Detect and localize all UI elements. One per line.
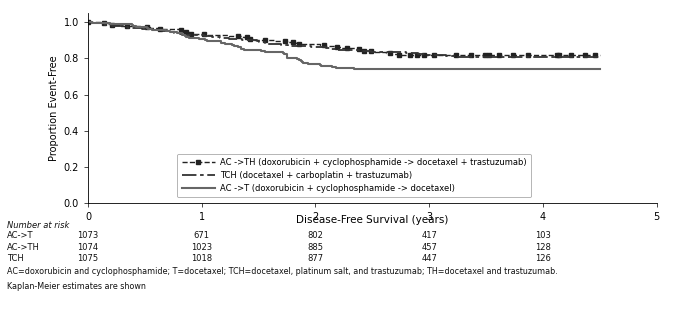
Text: 126: 126 bbox=[535, 254, 551, 263]
Text: 885: 885 bbox=[307, 243, 324, 252]
Text: 1018: 1018 bbox=[191, 254, 213, 263]
Text: 128: 128 bbox=[535, 243, 551, 252]
Text: 1073: 1073 bbox=[77, 231, 99, 240]
Text: 1075: 1075 bbox=[77, 254, 99, 263]
Text: 1074: 1074 bbox=[77, 243, 99, 252]
Text: AC->TH: AC->TH bbox=[7, 243, 40, 252]
Text: Number at risk: Number at risk bbox=[7, 221, 69, 230]
Text: 877: 877 bbox=[307, 254, 324, 263]
Text: 1023: 1023 bbox=[191, 243, 213, 252]
Text: Disease-Free Survival (years): Disease-Free Survival (years) bbox=[296, 215, 449, 225]
Text: Kaplan-Meier estimates are shown: Kaplan-Meier estimates are shown bbox=[7, 282, 146, 291]
Text: 802: 802 bbox=[307, 231, 324, 240]
Text: AC=doxorubicin and cyclophosphamide; T=docetaxel; TCH=docetaxel, platinum salt, : AC=doxorubicin and cyclophosphamide; T=d… bbox=[7, 267, 558, 276]
Text: 417: 417 bbox=[421, 231, 437, 240]
Text: 447: 447 bbox=[421, 254, 437, 263]
Text: TCH: TCH bbox=[7, 254, 24, 263]
Text: 457: 457 bbox=[421, 243, 437, 252]
Text: 671: 671 bbox=[194, 231, 210, 240]
Text: 103: 103 bbox=[535, 231, 551, 240]
Legend: AC ->TH (doxorubicin + cyclophosphamide -> docetaxel + trastuzumab), TCH (doceta: AC ->TH (doxorubicin + cyclophosphamide … bbox=[177, 154, 531, 197]
Y-axis label: Proportion Event-Free: Proportion Event-Free bbox=[49, 55, 60, 161]
Text: AC->T: AC->T bbox=[7, 231, 33, 240]
